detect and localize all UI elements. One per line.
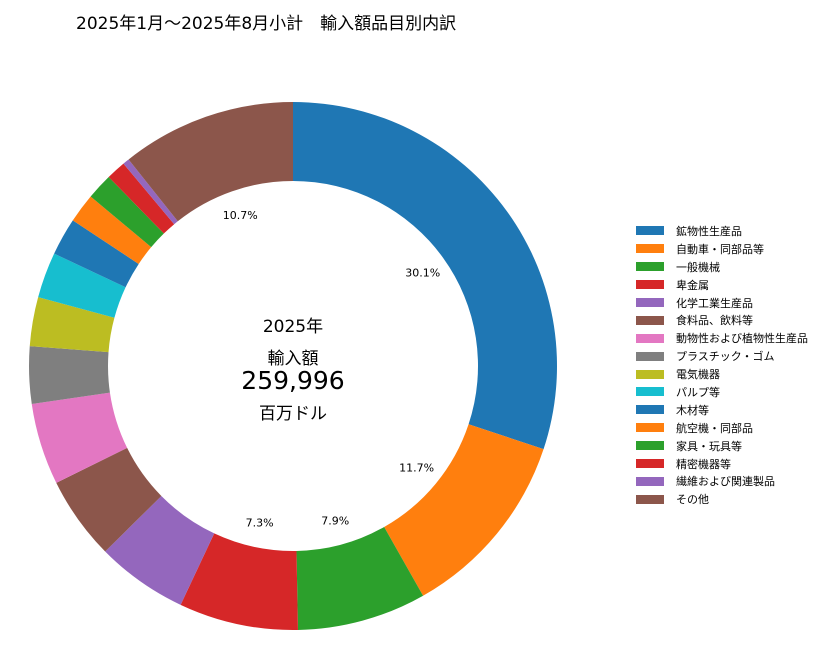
center-year: 2025年	[262, 317, 324, 337]
legend-item: 繊維および関連製品	[636, 472, 808, 490]
legend-item: 自動車・同部品等	[636, 240, 808, 258]
legend-label: 卑金属	[676, 278, 709, 292]
legend-item: 動物性および植物性生産品	[636, 329, 808, 347]
legend-label: 動物性および植物性生産品	[676, 332, 808, 346]
slice-9	[38, 253, 126, 318]
legend-item: 一般機械	[636, 258, 808, 276]
legend-label: 電気機器	[676, 368, 720, 382]
legend-label: プラスチック・ゴム	[676, 350, 775, 364]
legend-swatch	[636, 333, 664, 343]
legend: 鉱物性生産品自動車・同部品等 一般機械卑金属化学工業生産品 食料品、飲料等動物性およ…	[636, 222, 808, 508]
legend-swatch	[636, 476, 664, 486]
legend-label: 木材等	[676, 403, 709, 417]
legend-swatch	[636, 262, 664, 272]
legend-item: その他	[636, 490, 808, 508]
legend-label: 精密機器等	[676, 457, 731, 471]
center-unit: 百万ドル	[259, 404, 327, 424]
legend-swatch	[636, 387, 664, 397]
slice-6	[31, 392, 128, 483]
legend-swatch	[636, 315, 664, 325]
chart-title: 2025年1月～2025年8月小計 輸入額品目別内訳	[76, 14, 457, 34]
slice-pct-label: 30.1%	[405, 266, 440, 279]
slice-pct-label: 7.3%	[246, 516, 274, 529]
slice-4	[105, 495, 215, 605]
slice-pct-label: 7.9%	[321, 514, 349, 527]
slice-13	[108, 163, 175, 234]
legend-swatch	[636, 494, 664, 504]
legend-label: 鉱物性生産品	[676, 224, 742, 238]
legend-swatch	[636, 244, 664, 254]
slice-2	[296, 526, 424, 630]
legend-label: パルプ等	[676, 385, 720, 399]
legend-swatch	[636, 369, 664, 379]
slice-1	[384, 424, 544, 596]
slice-pct-label: 11.7%	[399, 462, 434, 475]
slice-11	[72, 196, 152, 264]
legend-item: パルプ等	[636, 383, 808, 401]
legend-label: 繊維および関連製品	[676, 475, 775, 489]
legend-item: 航空機・同部品	[636, 419, 808, 437]
legend-label: その他	[676, 493, 709, 507]
legend-label: 食料品、飲料等	[676, 314, 753, 328]
legend-item: 精密機器等	[636, 455, 808, 473]
legend-swatch	[636, 423, 664, 433]
slice-8	[29, 297, 115, 353]
slice-0	[293, 102, 557, 450]
legend-item: 家具・玩具等	[636, 437, 808, 455]
slice-10	[54, 220, 139, 288]
legend-item: 木材等	[636, 401, 808, 419]
legend-swatch	[636, 459, 664, 469]
slice-3	[180, 533, 298, 630]
legend-item: プラスチック・ゴム	[636, 347, 808, 365]
legend-item: 鉱物性生産品	[636, 222, 808, 240]
legend-label: 航空機・同部品	[676, 421, 753, 435]
legend-label: 一般機械	[676, 260, 720, 274]
slice-5	[56, 447, 162, 552]
slice-12	[90, 176, 164, 248]
slice-pct-label: 10.7%	[223, 209, 258, 222]
legend-swatch	[636, 226, 664, 236]
slice-7	[28, 346, 110, 405]
legend-item: 卑金属	[636, 276, 808, 294]
legend-swatch	[636, 405, 664, 415]
slice-14	[123, 159, 178, 225]
legend-swatch	[636, 351, 664, 361]
center-label: 輸入額	[267, 349, 319, 369]
legend-label: 自動車・同部品等	[676, 242, 764, 256]
legend-swatch	[636, 441, 664, 451]
legend-swatch	[636, 280, 664, 290]
legend-label: 化学工業生産品	[676, 296, 753, 310]
legend-item: 電気機器	[636, 365, 808, 383]
legend-item: 食料品、飲料等	[636, 311, 808, 329]
legend-label: 家具・玩具等	[676, 439, 742, 453]
legend-item: 化学工業生産品	[636, 294, 808, 312]
center-value: 259,996	[241, 366, 345, 395]
slice-15	[128, 102, 293, 222]
legend-swatch	[636, 298, 664, 307]
